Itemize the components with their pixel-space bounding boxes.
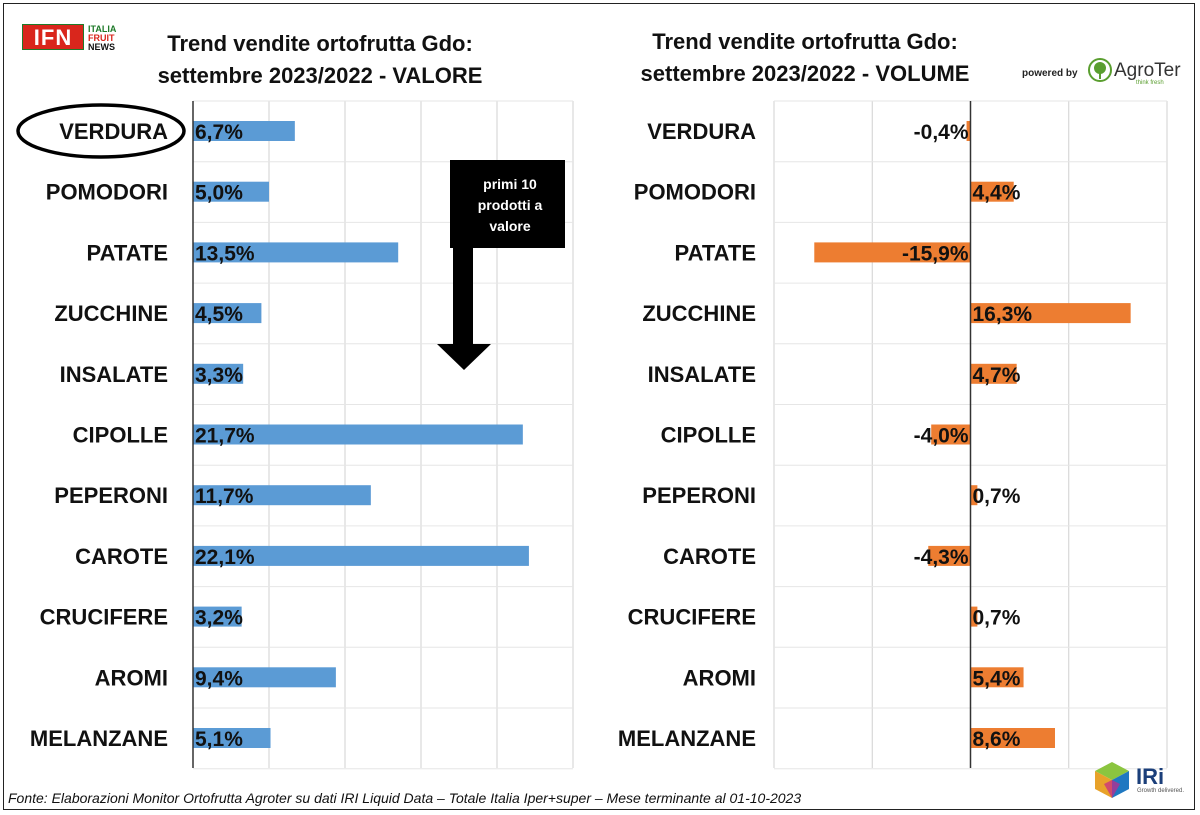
category-label: PATATE bbox=[675, 240, 756, 265]
data-label: 0,7% bbox=[973, 485, 1021, 508]
bar bbox=[193, 121, 295, 141]
category-label: PATATE bbox=[87, 240, 168, 265]
bar bbox=[814, 242, 971, 263]
iri-cube-icon bbox=[1095, 762, 1129, 798]
category-label: VERDURA bbox=[59, 119, 168, 144]
bar bbox=[970, 667, 1024, 688]
bar bbox=[193, 242, 399, 263]
category-label: CAROTE bbox=[663, 544, 756, 569]
iri-logo: IRi Growth delivered. bbox=[1090, 760, 1190, 804]
data-label: -4,0% bbox=[914, 425, 969, 448]
bar bbox=[193, 363, 244, 384]
ifn-logo-text: IFN bbox=[22, 24, 84, 50]
chart-title-valore: Trend vendite ortofrutta Gdo: settembre … bbox=[110, 28, 530, 92]
ifn-logo: IFN ITALIA FRUIT NEWS bbox=[22, 24, 126, 52]
category-label: CIPOLLE bbox=[73, 423, 168, 448]
bar bbox=[928, 545, 971, 566]
category-label: CAROTE bbox=[75, 544, 168, 569]
bar bbox=[193, 485, 371, 506]
chart-title-volume-line1: Trend vendite ortofrutta Gdo: bbox=[652, 29, 958, 54]
data-label: 21,7% bbox=[195, 425, 255, 448]
chart-title-volume-line2: settembre 2023/2022 - VOLUME bbox=[640, 61, 970, 86]
data-label: -0,4% bbox=[914, 121, 969, 144]
category-label: INSALATE bbox=[648, 362, 756, 387]
data-label: 3,3% bbox=[195, 364, 243, 387]
chart-title-valore-line1: Trend vendite ortofrutta Gdo: bbox=[167, 31, 473, 56]
data-label: 11,7% bbox=[195, 485, 254, 508]
category-label: PEPERONI bbox=[642, 483, 756, 508]
iri-logo-text: IRi bbox=[1136, 764, 1165, 789]
bar bbox=[193, 181, 269, 202]
data-label: 9,4% bbox=[195, 667, 243, 690]
category-label: INSALATE bbox=[60, 362, 168, 387]
data-label: 3,2% bbox=[195, 607, 243, 630]
bar bbox=[193, 424, 523, 445]
bar bbox=[193, 303, 262, 324]
chart-valore: VERDURA 6,7% POMODORI 5,0% PATATE 13,5% ZUCCHI… bbox=[16, 100, 574, 770]
top10-arrow-head bbox=[437, 344, 491, 370]
top10-arrow-box bbox=[450, 160, 565, 248]
data-label: -4,3% bbox=[914, 546, 969, 569]
top10-arrow-line1: primi 10 bbox=[483, 176, 537, 192]
bar bbox=[931, 424, 971, 445]
data-label: 8,6% bbox=[973, 728, 1021, 751]
data-label: 5,4% bbox=[973, 667, 1021, 690]
agroter-tree-icon bbox=[1088, 58, 1112, 82]
category-label: AROMI bbox=[683, 665, 756, 690]
category-label: PEPERONI bbox=[54, 483, 168, 508]
bar bbox=[970, 728, 1055, 748]
data-label: 4,4% bbox=[973, 182, 1021, 205]
bar bbox=[193, 728, 271, 748]
bar bbox=[970, 485, 978, 506]
agroter-logo-text: AgroTer bbox=[1114, 60, 1181, 81]
bar bbox=[193, 667, 336, 688]
category-label: CRUCIFERE bbox=[40, 605, 168, 630]
highlight-ellipse bbox=[16, 103, 186, 159]
category-label: VERDURA bbox=[647, 119, 756, 144]
category-label: ZUCCHINE bbox=[54, 301, 168, 326]
category-label: CRUCIFERE bbox=[628, 605, 756, 630]
data-label: 4,7% bbox=[973, 364, 1021, 387]
top10-arrow-shaft bbox=[453, 248, 473, 344]
category-label: POMODORI bbox=[634, 180, 756, 205]
data-label: 6,7% bbox=[195, 121, 243, 144]
data-label: -15,9% bbox=[902, 242, 969, 265]
data-label: 16,3% bbox=[973, 303, 1033, 326]
data-label: 13,5% bbox=[195, 242, 255, 265]
ifn-logo-sub-2: FRUIT bbox=[88, 33, 115, 43]
chart-volume: VERDURA -0,4% POMODORI 4,4% PATATE -15,9% ZUCC… bbox=[618, 100, 1168, 770]
chart-title-valore-line2: settembre 2023/2022 - VALORE bbox=[157, 63, 483, 88]
data-label: 22,1% bbox=[195, 546, 255, 569]
agroter-tagline: think fresh bbox=[1136, 80, 1164, 86]
category-label: MELANZANE bbox=[30, 726, 168, 751]
top10-arrow-line3: valore bbox=[489, 218, 530, 234]
agroter-logo: AgroTer think fresh bbox=[1088, 58, 1188, 88]
bar bbox=[970, 363, 1017, 384]
data-label: 5,0% bbox=[195, 182, 243, 205]
chart-frame bbox=[3, 3, 1195, 810]
bar bbox=[193, 545, 529, 566]
chart-title-volume: Trend vendite ortofrutta Gdo: settembre … bbox=[590, 26, 1020, 90]
category-label: AROMI bbox=[95, 665, 168, 690]
ifn-logo-sub-3: NEWS bbox=[88, 42, 115, 52]
iri-tagline: Growth delivered. bbox=[1137, 788, 1185, 794]
top10-arrow: primi 10 prodotti a valore bbox=[437, 160, 565, 370]
category-label: MELANZANE bbox=[618, 726, 756, 751]
category-label: ZUCCHINE bbox=[642, 301, 756, 326]
top10-arrow-line2: prodotti a bbox=[478, 197, 543, 213]
category-label: POMODORI bbox=[46, 180, 168, 205]
bar bbox=[193, 606, 242, 627]
data-label: 4,5% bbox=[195, 303, 243, 326]
bar bbox=[966, 121, 971, 141]
source-footnote: Fonte: Elaborazioni Monitor Ortofrutta A… bbox=[8, 790, 802, 806]
bar bbox=[970, 606, 978, 627]
category-label: CIPOLLE bbox=[661, 423, 756, 448]
bar bbox=[970, 181, 1014, 202]
bar bbox=[970, 303, 1131, 324]
powered-by-label: powered by bbox=[1022, 68, 1078, 79]
data-label: 0,7% bbox=[973, 607, 1021, 630]
ifn-logo-sub-1: ITALIA bbox=[88, 24, 117, 34]
data-label: 5,1% bbox=[195, 728, 243, 751]
